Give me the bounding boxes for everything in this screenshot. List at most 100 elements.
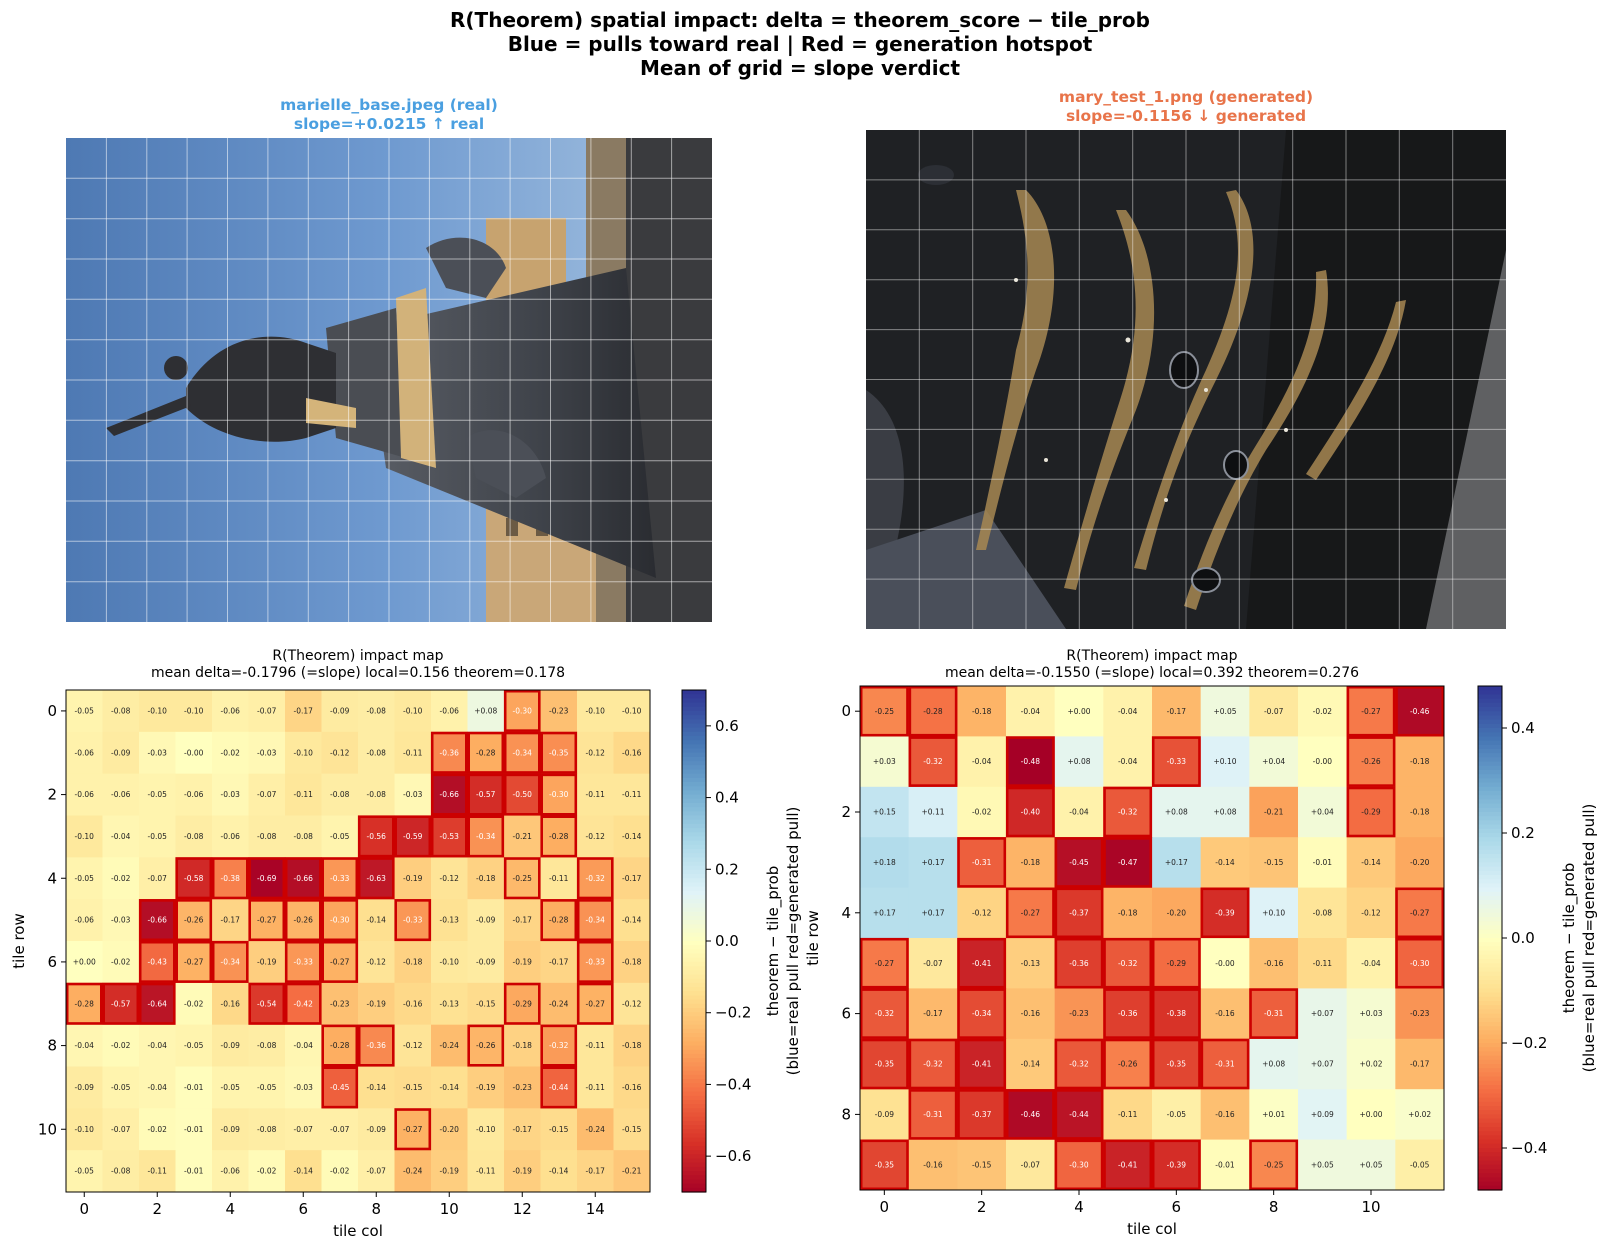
heatmap-cell <box>212 690 249 733</box>
colorbar-segment <box>1478 1076 1502 1082</box>
cell-value-label: +0.02 <box>1360 1060 1383 1069</box>
cell-value-label: -0.25 <box>1264 1160 1284 1169</box>
cell-value-label: -0.10 <box>75 1125 95 1134</box>
colorbar-segment <box>682 1087 706 1093</box>
cell-value-label: -0.32 <box>875 1009 895 1018</box>
cell-value-label: -0.18 <box>403 958 423 967</box>
cell-value-label: -0.10 <box>294 748 314 757</box>
heatmap-cell <box>613 899 651 942</box>
colorbar-segment <box>682 966 706 971</box>
colorbar-segment <box>1478 1055 1502 1061</box>
heatmap-cell <box>321 1150 359 1193</box>
hotspot-outline <box>321 1066 359 1109</box>
heatmap-cell <box>321 773 359 816</box>
cell-value-label: -0.15 <box>972 1160 992 1169</box>
colorbar-segment <box>1478 1101 1502 1107</box>
cell-value-label: -0.20 <box>1410 858 1430 867</box>
colorbar-segment <box>682 819 706 825</box>
y-tick-label: 8 <box>841 1105 851 1123</box>
colorbar-segment <box>1478 728 1502 733</box>
cell-value-label: +0.04 <box>1311 808 1334 817</box>
cell-value-label: -0.01 <box>1313 858 1333 867</box>
heatmap-cell <box>175 773 213 816</box>
cell-value-label: -0.02 <box>184 999 204 1008</box>
cell-value-label: -0.57 <box>476 790 496 799</box>
heatmap-cell <box>1395 1139 1445 1191</box>
colorbar-segment <box>682 1003 706 1009</box>
heatmap-cell <box>248 1066 286 1109</box>
cell-value-label: -0.45 <box>330 1083 350 1092</box>
colorbar-segment <box>682 941 706 946</box>
cell-value-label: -0.40 <box>1021 808 1041 817</box>
colorbar-segment <box>682 761 706 766</box>
cell-value-label: -0.02 <box>221 748 241 757</box>
colorbar-segment <box>682 727 706 733</box>
heatmap-cell <box>102 690 140 733</box>
cell-value-label: -0.23 <box>549 707 569 716</box>
heatmap-cell <box>613 773 651 816</box>
colorbar-segment <box>1478 770 1502 775</box>
colorbar-segment <box>682 953 706 959</box>
heatmap-cell <box>467 941 505 984</box>
heatmap-cell <box>394 1066 432 1109</box>
heatmap-cell <box>908 1038 958 1090</box>
hotspot-outline <box>1151 1038 1201 1090</box>
cell-value-label: -0.01 <box>184 1083 204 1092</box>
heatmap-cell <box>285 1066 322 1109</box>
colorbar-segment <box>1478 862 1502 868</box>
heatmap-cell <box>431 1150 468 1193</box>
y-axis-label: tile row <box>804 910 822 966</box>
cell-value-label: -0.10 <box>184 707 204 716</box>
cell-value-label: -0.17 <box>513 1125 533 1134</box>
colorbar-segment <box>682 1095 706 1101</box>
heatmap-cell <box>1006 736 1056 788</box>
cell-value-label: -0.41 <box>1118 1160 1138 1169</box>
colorbar-segment <box>1478 1068 1502 1073</box>
colorbar-segment <box>682 882 706 888</box>
cell-value-label: -0.27 <box>875 959 895 968</box>
heatmap-cell <box>957 837 1007 888</box>
heatmap-cell <box>1103 1038 1153 1090</box>
cell-value-label: +0.07 <box>1311 1060 1334 1069</box>
heatmap-cell <box>957 736 1007 788</box>
y-tick-label: 6 <box>841 1005 851 1023</box>
cell-value-label: -0.31 <box>923 1110 943 1119</box>
cell-value-label: -0.31 <box>1264 1009 1284 1018</box>
cell-value-label: -0.17 <box>586 1167 606 1176</box>
colorbar-segment <box>1478 1160 1502 1166</box>
cell-value-label: -0.00 <box>1215 959 1235 968</box>
heatmap-cell <box>1298 938 1348 989</box>
colorbar-tick-label: 0.0 <box>1511 929 1535 947</box>
cell-value-label: -0.08 <box>367 748 387 757</box>
hotspot-outline <box>1103 786 1153 838</box>
heatmap-cell <box>139 1150 176 1193</box>
cell-value-label: -0.07 <box>294 1125 314 1134</box>
cell-value-label: -0.03 <box>294 1083 314 1092</box>
heatmap-cell <box>1200 786 1250 838</box>
cell-value-label: -0.58 <box>184 874 204 883</box>
colorbar-segment <box>682 1007 706 1013</box>
hotspot-outline <box>1005 736 1055 787</box>
cell-value-label: -0.20 <box>440 1125 460 1134</box>
colorbar-segment <box>682 1120 706 1126</box>
colorbar-segment <box>1478 841 1502 847</box>
heatmap-cell <box>175 815 213 858</box>
colorbar-segment <box>682 1116 706 1122</box>
heatmap-cell <box>1346 736 1396 788</box>
heatmap-cell <box>504 982 541 1026</box>
heatmap-cell <box>1395 1089 1445 1140</box>
colorbar-segment <box>682 1053 706 1059</box>
heatmap-cell <box>175 941 213 984</box>
hotspot-outline <box>284 940 322 983</box>
hotspot-outline <box>1200 887 1250 939</box>
cell-value-label: -0.33 <box>586 958 606 967</box>
heatmap-cell <box>504 1066 541 1109</box>
cell-value-label: -0.35 <box>1167 1060 1187 1069</box>
hotspot-outline <box>430 731 468 774</box>
colorbar-segment <box>682 706 706 712</box>
heatmap-cell <box>248 815 286 858</box>
colorbar-segment <box>682 1104 706 1109</box>
heatmap-cell <box>1249 786 1299 838</box>
colorbar-segment <box>682 1083 706 1089</box>
cell-value-label: -0.16 <box>221 999 241 1008</box>
